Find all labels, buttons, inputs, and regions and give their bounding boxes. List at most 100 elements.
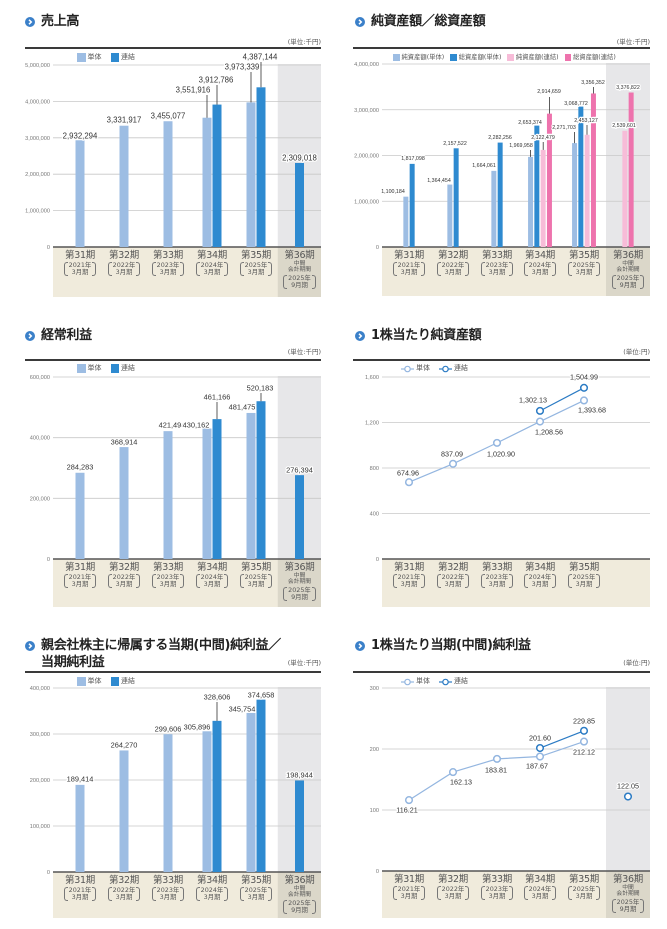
category-sub-line: 3月期 bbox=[247, 268, 265, 276]
value-label: 3,331,917 bbox=[107, 116, 142, 125]
bracket-left bbox=[611, 274, 616, 289]
category-fiscal-term: 2023年 3月期 bbox=[143, 887, 193, 901]
category-fiscal-term-lines: 2023年 3月期 bbox=[156, 574, 181, 588]
legend-item: 単体 bbox=[77, 677, 102, 686]
category-fiscal-term: 2025年 9月期 bbox=[275, 586, 325, 601]
bracket-right bbox=[268, 574, 273, 588]
category-sub-line: 3月期 bbox=[115, 893, 133, 901]
x-axis-label-band bbox=[53, 872, 321, 918]
category-period: 第31期 bbox=[394, 250, 424, 261]
category-period: 第32期 bbox=[438, 874, 468, 885]
legend-swatch bbox=[450, 54, 457, 61]
value-label: 2,453,127 bbox=[574, 118, 598, 124]
bracket-right bbox=[421, 262, 426, 276]
bar bbox=[75, 140, 85, 247]
category-sub-line: 3月期 bbox=[159, 580, 177, 588]
category-period: 第36期 bbox=[284, 562, 315, 573]
category-fiscal-term-lines: 2022年 3月期 bbox=[112, 262, 137, 276]
legend-swatch bbox=[110, 364, 119, 373]
bracket-right bbox=[596, 574, 601, 588]
category-fiscal-term: 2025年 3月期 bbox=[559, 262, 609, 276]
header-rule bbox=[353, 359, 650, 361]
bar bbox=[119, 125, 129, 247]
interim-period-label-shade bbox=[277, 247, 321, 297]
category-note: 会計期間 bbox=[287, 579, 312, 586]
value-label: 284,283 bbox=[67, 463, 94, 472]
category-sub-line: 3月期 bbox=[115, 580, 133, 588]
category-label: 第34期 2024年 3月期 bbox=[515, 250, 565, 276]
bar bbox=[202, 731, 212, 872]
category-fiscal-term: 2022年 3月期 bbox=[428, 886, 478, 900]
category-fiscal-term-lines: 2024年 3月期 bbox=[528, 886, 553, 900]
bracket-right bbox=[311, 586, 316, 601]
interim-period-shade bbox=[606, 63, 650, 247]
category-note: 中間 bbox=[293, 573, 306, 579]
x-axis-label-band bbox=[382, 871, 650, 918]
category-label: 第33期 2023年 3月期 bbox=[143, 562, 193, 588]
category-fiscal-term: 2021年 3月期 bbox=[384, 886, 434, 900]
value-label: 3,551,916 bbox=[176, 86, 211, 95]
value-label: 212.12 bbox=[573, 748, 595, 757]
category-sub-line: 2021年 bbox=[68, 886, 92, 894]
bracket-right bbox=[136, 887, 141, 901]
legend-label: 連結 bbox=[121, 677, 135, 685]
category-sub-line: 2023年 bbox=[485, 573, 509, 581]
legend-swatch bbox=[77, 677, 86, 686]
category-sub-line: 2025年 bbox=[288, 898, 311, 907]
bar bbox=[246, 102, 256, 248]
chart-plot-0: 0 1,000,000 2,000,000 3,000,000 4,000,000 5,0… bbox=[25, 51, 321, 297]
category-fiscal-term: 2021年 3月期 bbox=[55, 574, 105, 588]
bar bbox=[572, 143, 578, 247]
category-label: 第31期 2021年 3月期 bbox=[384, 562, 434, 588]
category-label: 第35期 2025年 3月期 bbox=[231, 875, 281, 901]
legend-swatch bbox=[110, 53, 119, 62]
bracket-right bbox=[136, 574, 141, 588]
bracket-right bbox=[552, 262, 557, 276]
category-sub-line: 3月期 bbox=[71, 580, 89, 588]
category-sub-line: 2023年 bbox=[156, 886, 180, 894]
bar bbox=[546, 113, 552, 247]
category-label: 第35期 2025年 3月期 bbox=[559, 562, 609, 588]
category-fiscal-term-lines: 2023年 3月期 bbox=[156, 887, 181, 901]
category-sub-line: 3月期 bbox=[488, 892, 506, 900]
bracket-right bbox=[311, 899, 316, 914]
legend-label: 単体 bbox=[87, 677, 102, 685]
data-point bbox=[579, 737, 589, 746]
category-label: 第32期 2022年 3月期 bbox=[428, 250, 478, 276]
data-point bbox=[623, 792, 633, 801]
bracket-left bbox=[239, 262, 244, 276]
category-fiscal-term-lines: 2025年 9月期 bbox=[287, 898, 312, 914]
category-fiscal-term: 2025年 9月期 bbox=[603, 898, 653, 913]
chart-title-line: 当期純利益 bbox=[41, 655, 105, 670]
chart-title: 親会社株主に帰属する当期(中間)純利益／ 当期純利益 bbox=[41, 637, 281, 671]
category-period: 第35期 bbox=[241, 250, 271, 261]
category-sub-line: 2025年 bbox=[244, 573, 268, 581]
legend: 単体 連結 bbox=[77, 677, 144, 686]
category-label: 第32期 2022年 3月期 bbox=[99, 875, 149, 901]
legend-item: 連結 bbox=[110, 364, 135, 373]
bar bbox=[163, 121, 173, 247]
y-tick-label: 1,600 bbox=[365, 375, 379, 381]
category-note: 中間 bbox=[293, 261, 306, 267]
bar bbox=[497, 142, 503, 247]
category-note: 会計期間 bbox=[616, 267, 640, 274]
category-period: 第31期 bbox=[65, 562, 95, 573]
category-sub-line: 3月期 bbox=[531, 892, 549, 900]
bar bbox=[119, 750, 129, 872]
data-point bbox=[535, 743, 545, 753]
category-sub-line: 2022年 bbox=[112, 886, 136, 894]
chevron-circle-icon bbox=[25, 17, 35, 27]
category-label: 第31期 2021年 3月期 bbox=[384, 874, 434, 900]
chart-plot-2: 0 200,000 400,000 600,000 284,283 368,914 421,… bbox=[30, 375, 321, 607]
y-tick-label: 800 bbox=[370, 466, 379, 472]
bracket-left bbox=[239, 887, 244, 901]
line-marker-icon bbox=[439, 678, 452, 685]
bracket-right bbox=[596, 886, 601, 900]
category-sub-line: 3月期 bbox=[531, 580, 549, 588]
unit-label: (単位:円) bbox=[623, 348, 650, 356]
category-label: 第34期 2024年 3月期 bbox=[187, 562, 237, 588]
category-fiscal-term: 2022年 3月期 bbox=[428, 262, 478, 276]
chart-title-line: 1株当たり当期(中間)純利益 bbox=[371, 638, 531, 653]
bracket-left bbox=[436, 262, 441, 276]
data-point bbox=[448, 459, 458, 468]
